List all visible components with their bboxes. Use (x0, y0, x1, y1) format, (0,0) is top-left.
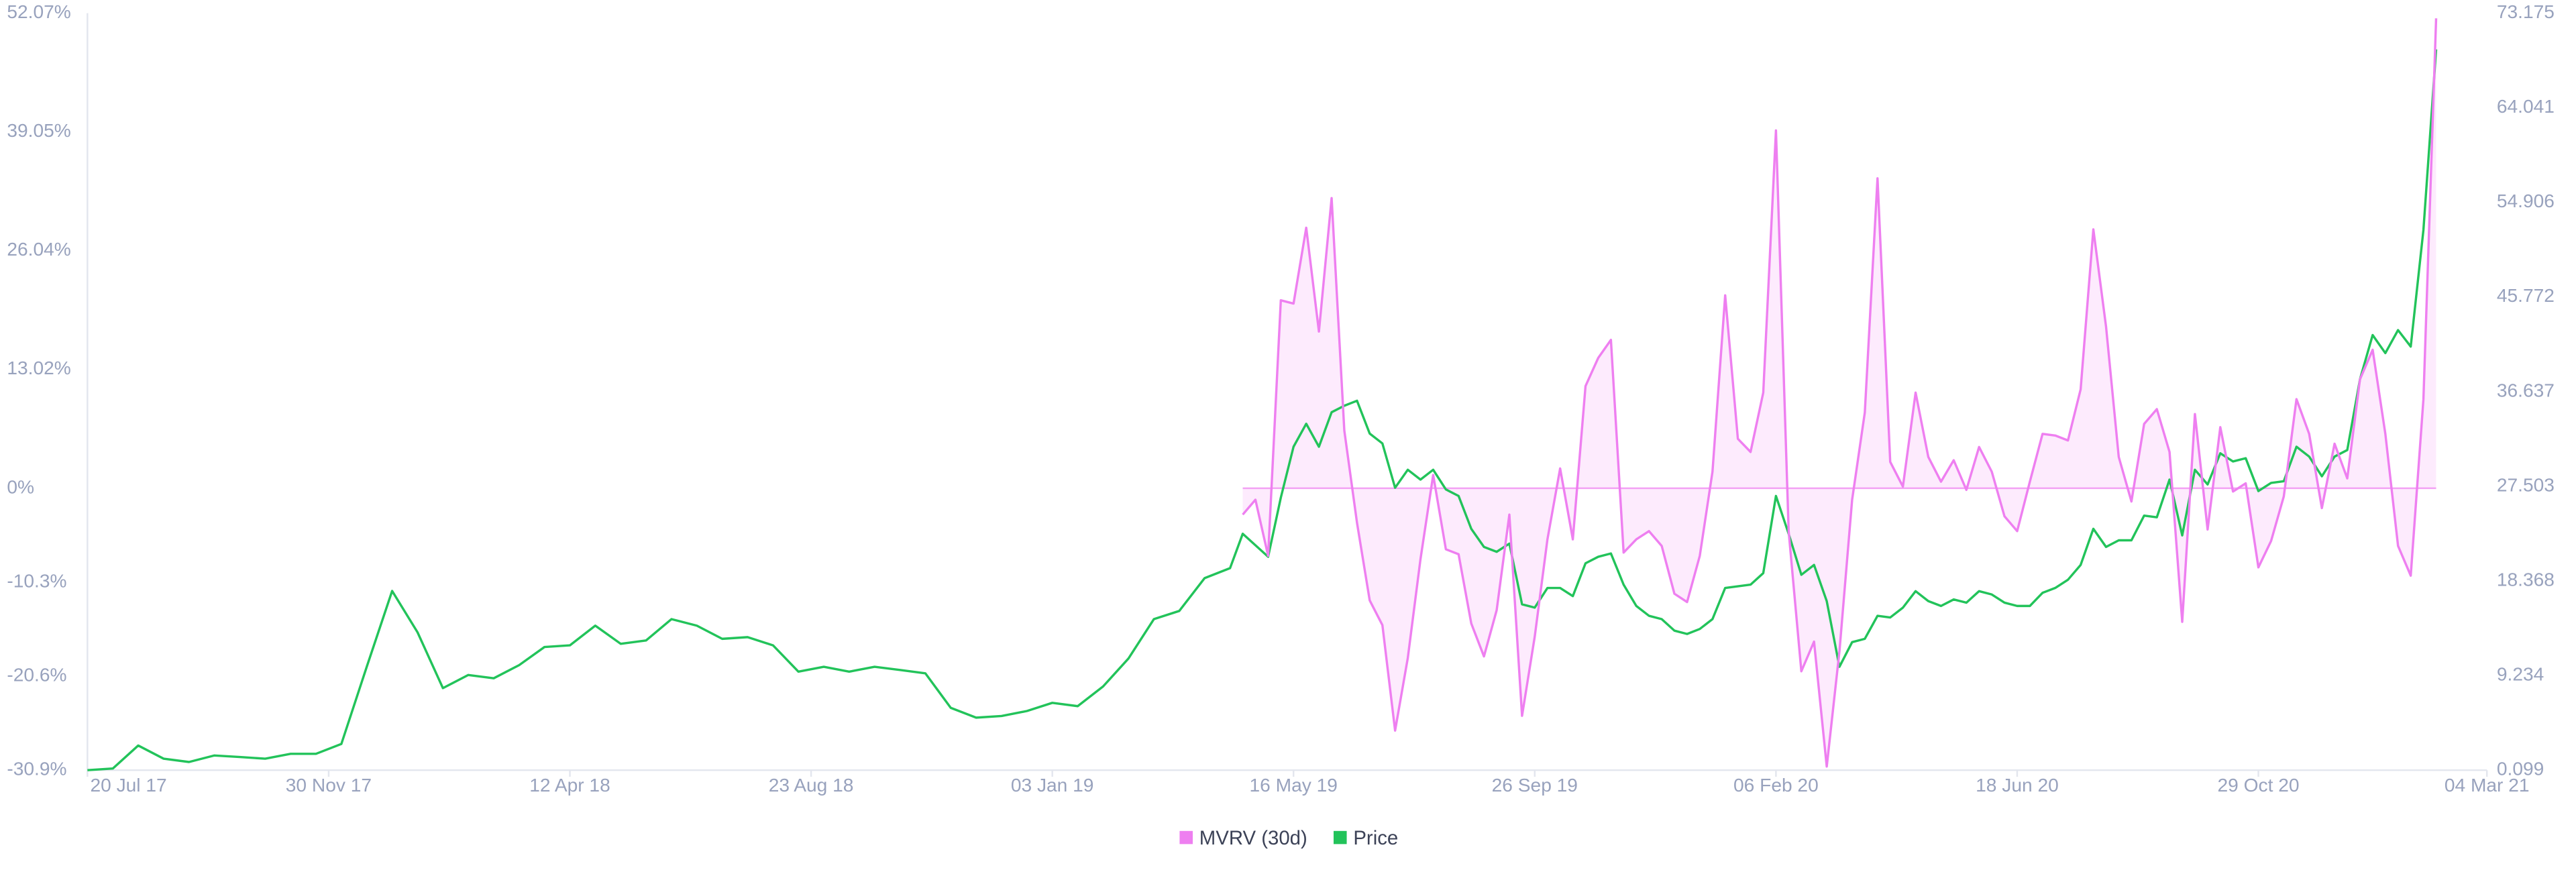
y-tick-label: -30.9% (7, 759, 66, 779)
y-tick-label: 13.02% (7, 358, 70, 378)
series-layer (1242, 18, 2438, 768)
line (1242, 18, 2438, 768)
legend: MVRV (30d) Price (1179, 827, 1398, 849)
legend-swatch (1179, 830, 1193, 844)
x-tick-label: 26 Sep 19 (1492, 775, 1578, 796)
y-tick-label: 52.07% (7, 1, 70, 22)
x-tick-label: 20 Jul 17 (90, 775, 166, 796)
x-tick-label: 30 Nov 17 (286, 775, 372, 796)
x-tick-label: 23 Aug 18 (769, 775, 854, 796)
y2-tick-label: 73.175 (2497, 1, 2555, 22)
x-tick-label: 06 Feb 20 (1733, 775, 1819, 796)
y2-tick-label: 45.772 (2497, 285, 2555, 306)
y-tick-label: 0% (7, 476, 34, 497)
legend-swatch (1333, 830, 1347, 844)
legend-text: Price (1353, 827, 1398, 849)
y2-tick-label: 27.503 (2497, 474, 2555, 495)
y2-tick-label: 18.368 (2497, 569, 2555, 590)
x-tick-label: 12 Apr 18 (529, 775, 610, 796)
series-layer (87, 49, 2438, 771)
y2-tick-label: 9.234 (2497, 664, 2544, 685)
y2-tick-label: 64.041 (2497, 96, 2555, 117)
x-tick-label: 04 Mar 21 (2445, 775, 2530, 796)
x-tick-label: 29 Oct 20 (2218, 775, 2300, 796)
y2-tick-label: 54.906 (2497, 190, 2555, 211)
y2-tick-label: 0.099 (2497, 759, 2544, 779)
legend-text: MVRV (30d) (1199, 827, 1307, 849)
x-tick-label: 18 Jun 20 (1976, 775, 2059, 796)
y-tick-label: 26.04% (7, 239, 70, 260)
y-tick-label: -10.3% (7, 570, 66, 591)
x-tick-label: 03 Jan 19 (1011, 775, 1094, 796)
line (87, 49, 2438, 771)
x-tick-label: 16 May 19 (1250, 775, 1338, 796)
y-tick-label: -20.6% (7, 665, 66, 686)
y2-tick-label: 36.637 (2497, 380, 2555, 400)
y-tick-label: 39.05% (7, 120, 70, 141)
